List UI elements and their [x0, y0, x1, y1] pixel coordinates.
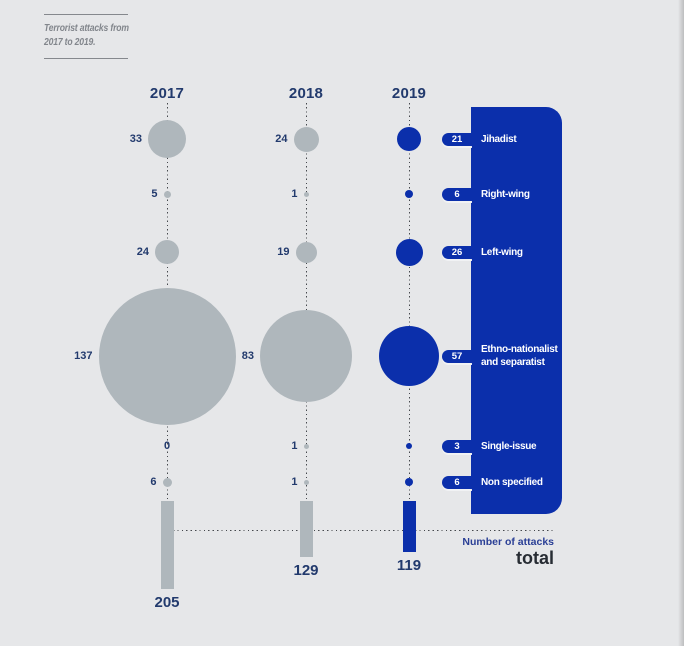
bubble-non-specified-2017 — [162, 477, 172, 487]
legend-item-single-issue: Single-issue — [481, 440, 537, 452]
bubble-single-issue-2019 — [406, 443, 412, 449]
bubble-non-specified-2019 — [405, 478, 413, 486]
bubble-ethno-nationalist-and-separatist-2018 — [260, 310, 352, 402]
total-value-2018: 129 — [293, 562, 319, 579]
total-bar-2019 — [402, 501, 416, 552]
column-guide-2019 — [409, 103, 410, 501]
legend-pill-ethno-nationalist-and-separatist: 57 — [442, 349, 472, 363]
legend-item-ethno-nationalist-and-separatist: Ethno-nationalist and separatist — [481, 344, 558, 368]
bubble-single-issue-2018 — [303, 443, 309, 449]
total-bar-2017 — [160, 501, 174, 589]
total-label: total — [516, 548, 554, 568]
bubble-right-wing-2017 — [163, 190, 171, 198]
legend-item-non-specified: Non specified — [481, 476, 543, 488]
total-value-2017: 205 — [154, 594, 180, 611]
bubble-left-wing-2017 — [155, 240, 179, 264]
value-label-ethno-nationalist-and-separatist-2017: 137 — [74, 350, 93, 362]
legend-pill-non-specified: 6 — [442, 475, 472, 489]
total-value-2019: 119 — [396, 557, 422, 574]
value-label-single-issue-2017: 0 — [163, 440, 171, 452]
value-label-jihadist-2017: 33 — [129, 133, 142, 145]
total-bar-2018 — [299, 501, 313, 557]
legend-pill-jihadist: 21 — [442, 132, 472, 146]
year-label-2018: 2018 — [288, 85, 324, 102]
legend-pill-right-wing: 6 — [442, 187, 472, 201]
legend-pill-left-wing: 26 — [442, 245, 472, 259]
year-label-2019: 2019 — [391, 85, 427, 102]
value-label-right-wing-2017: 5 — [151, 188, 158, 200]
value-label-left-wing-2018: 19 — [277, 246, 290, 258]
legend-pill-single-issue: 3 — [442, 439, 472, 453]
column-guide-2018 — [306, 103, 307, 501]
value-label-jihadist-2018: 24 — [275, 133, 288, 145]
legend-item-jihadist: Jihadist — [481, 133, 517, 145]
bubble-jihadist-2018 — [293, 126, 319, 152]
legend-panel — [471, 107, 562, 514]
bubble-right-wing-2018 — [303, 191, 309, 197]
value-label-right-wing-2018: 1 — [291, 188, 298, 200]
value-label-left-wing-2017: 24 — [136, 246, 149, 258]
legend-item-right-wing: Right-wing — [481, 188, 530, 200]
chart-title-line-2: 2017 to 2019. — [44, 37, 96, 48]
bubble-jihadist-2017 — [148, 120, 186, 158]
year-label-2017: 2017 — [149, 85, 185, 102]
right-edge-shadow — [678, 0, 684, 646]
value-label-non-specified-2018: 1 — [291, 476, 298, 488]
axis-label: Number of attacks — [462, 536, 554, 548]
value-label-ethno-nationalist-and-separatist-2018: 83 — [241, 350, 254, 362]
bubble-ethno-nationalist-and-separatist-2017 — [98, 287, 236, 425]
value-label-non-specified-2017: 6 — [150, 476, 157, 488]
chart-title: Terrorist attacks from 2017 to 2019. — [44, 14, 129, 59]
value-label-single-issue-2018: 1 — [291, 440, 298, 452]
bubble-jihadist-2019 — [397, 127, 421, 151]
bubble-left-wing-2019 — [395, 238, 423, 266]
bubble-right-wing-2019 — [405, 190, 413, 198]
legend-item-left-wing: Left-wing — [481, 246, 523, 258]
chart-title-line-1: Terrorist attacks from — [44, 23, 129, 34]
baseline-dotted-line — [173, 530, 554, 531]
bubble-left-wing-2018 — [295, 241, 317, 263]
bubble-non-specified-2018 — [303, 479, 309, 485]
bubble-ethno-nationalist-and-separatist-2019 — [379, 326, 439, 386]
